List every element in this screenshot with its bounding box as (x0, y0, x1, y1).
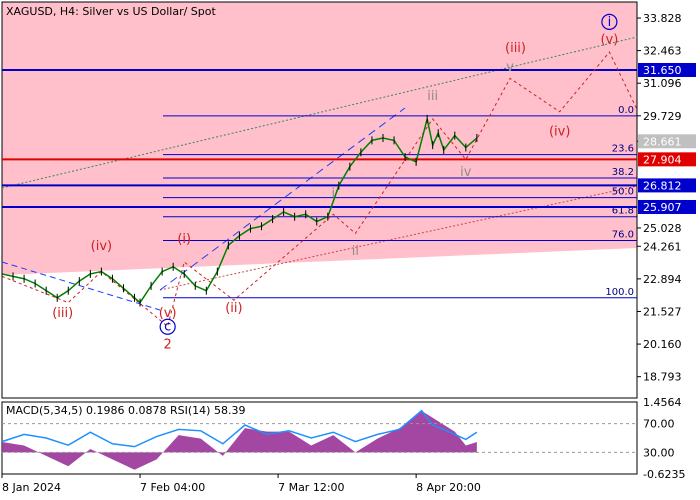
channel-line (159, 107, 406, 291)
x-tick-label: 8 Jan 2024 (2, 481, 61, 494)
macd-histogram (2, 410, 477, 470)
wave-label: (v) (159, 306, 177, 321)
indicator-scale-label: -0.6235 (643, 468, 685, 481)
price-line (1, 118, 478, 304)
wave-label: (v) (600, 33, 618, 48)
price-pane-frame (1, 1, 638, 399)
axes: 33.828 32.463 31.096 29.729 28.661 25.028 24.2… (1, 12, 696, 494)
x-tick-label: 8 Apr 20:00 (416, 481, 481, 494)
indicator-scale-label: 30.00 (643, 446, 675, 459)
y-tick-label: 20.160 (643, 338, 682, 351)
wave-label: iii (427, 89, 438, 104)
wave-label: v (506, 60, 514, 75)
wave-label: (iii) (52, 306, 73, 321)
level-price-label: 26.812 (643, 179, 682, 192)
wave-label-circle (601, 13, 618, 30)
wave-label: (iv) (549, 125, 570, 140)
level-price-label: 25.907 (643, 201, 682, 214)
indicator-pane (1, 401, 638, 475)
y-tick-label: 25.028 (643, 222, 682, 235)
y-tick-label: 31.096 (643, 77, 682, 90)
x-tick-label: 7 Feb 04:00 (140, 481, 205, 494)
indicator-pane-frame (1, 401, 638, 475)
trend-line-lower (159, 185, 638, 291)
current-price-box (638, 134, 696, 149)
zone-area (2, 2, 637, 275)
price-pane: 0.0 23.6 38.2 50.0 61.8 76.0 100.0 (iv) (iii) (v)… (1, 1, 638, 399)
fib-label: 0.0 (618, 105, 634, 116)
level-price-box (638, 199, 696, 214)
trend-line-upper (1, 36, 638, 189)
wave-label: i (608, 15, 612, 30)
wave-label: iv (460, 165, 472, 180)
wave-label: i (331, 187, 335, 202)
chart-title: XAGUSD, H4: Silver vs US Dollar/ Spot (6, 5, 216, 18)
level-price-label: 31.650 (643, 64, 682, 77)
indicator-label: MACD(5,34,5) 0.1986 0.0878 RSI(14) 58.39 (6, 404, 245, 417)
y-tick-label: 24.261 (643, 240, 682, 253)
fib-label: 50.0 (612, 187, 634, 198)
level-price-box (638, 62, 696, 77)
wave-label: (iv) (91, 239, 112, 254)
wave-label: c (164, 320, 171, 335)
wave-label: (iii) (505, 41, 526, 56)
y-tick-label: 22.894 (643, 273, 682, 286)
fib-label: 61.8 (612, 206, 634, 217)
y-tick-label: 33.828 (643, 12, 682, 25)
y-tick-label: 18.793 (643, 371, 682, 384)
level-price-box (638, 152, 696, 167)
level-price-label: 27.904 (643, 153, 682, 166)
y-tick-label: 29.729 (643, 110, 682, 123)
fib-label: 23.6 (612, 144, 634, 155)
current-price-label: 28.661 (643, 135, 682, 148)
fib-label: 38.2 (612, 167, 634, 178)
y-tick-label: 21.527 (643, 305, 682, 318)
wave-label-circle (159, 318, 176, 335)
indicator-scale-label: 70.00 (643, 418, 675, 431)
y-tick-label: 32.463 (643, 45, 682, 58)
wave-c-line (1, 261, 161, 311)
wave-label: 2 (164, 338, 172, 353)
fib-label: 76.0 (612, 230, 634, 241)
fib-label: 100.0 (605, 287, 634, 298)
wave-label: (i) (177, 232, 191, 247)
x-tick-label: 7 Mar 12:00 (278, 481, 344, 494)
indicator-scale-label: 1.4564 (643, 396, 682, 409)
rsi-line (1, 409, 478, 448)
level-price-box (638, 178, 696, 193)
wave-label: (ii) (225, 301, 242, 316)
wave-label: ii (352, 244, 359, 259)
